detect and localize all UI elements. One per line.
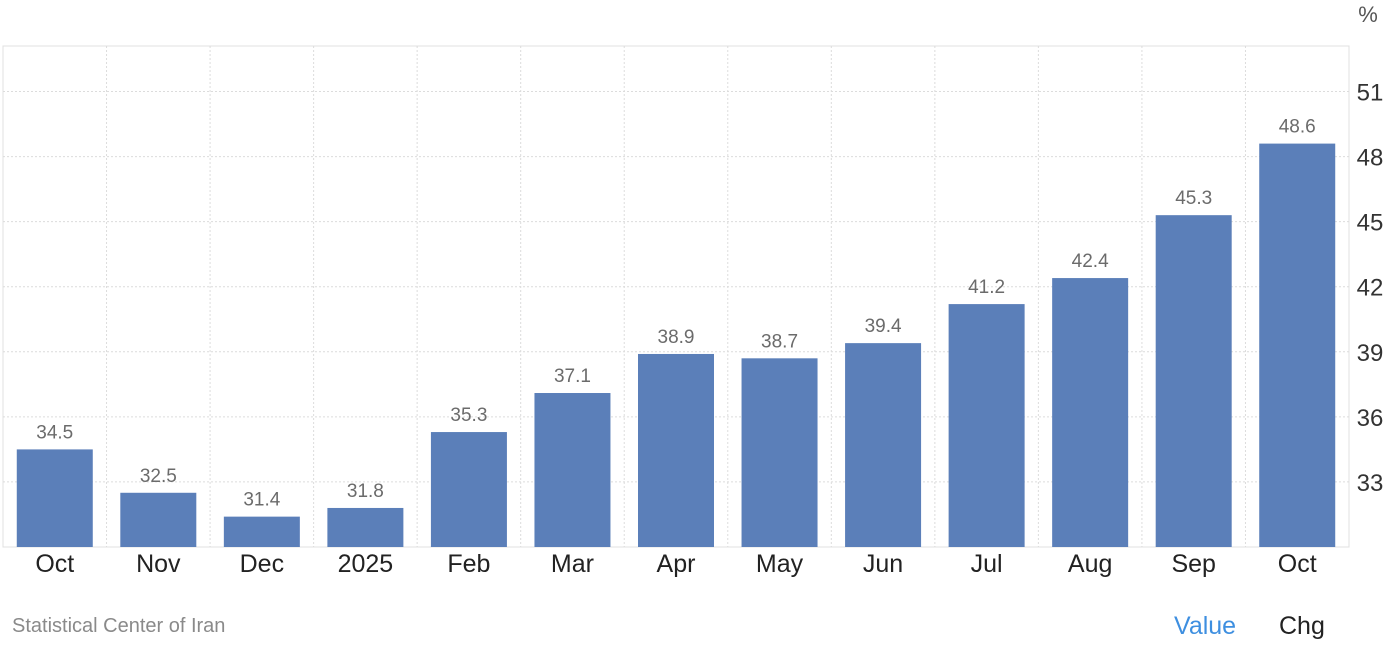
bar[interactable] bbox=[534, 393, 611, 547]
y-tick-label: 51 bbox=[1357, 80, 1384, 107]
y-tick-label: 45 bbox=[1357, 210, 1384, 237]
x-tick-label: Nov bbox=[136, 550, 181, 578]
bar-value-label: 34.5 bbox=[36, 422, 73, 443]
x-tick-label: Sep bbox=[1171, 550, 1215, 578]
bar-value-label: 37.1 bbox=[554, 366, 591, 387]
bar-value-label: 31.8 bbox=[347, 481, 384, 502]
y-axis-unit-label: % bbox=[1358, 2, 1378, 27]
x-tick-label: Oct bbox=[35, 550, 74, 578]
tab-value[interactable]: Value bbox=[1174, 612, 1237, 640]
bars bbox=[16, 143, 1336, 548]
x-tick-label: May bbox=[756, 550, 804, 578]
y-tick-label: 48 bbox=[1357, 145, 1384, 172]
x-tick-label: Oct bbox=[1278, 550, 1317, 578]
bar-value-label: 31.4 bbox=[243, 490, 280, 511]
bar[interactable] bbox=[430, 432, 507, 547]
y-tick-label: 39 bbox=[1357, 340, 1384, 367]
bar[interactable] bbox=[1155, 215, 1232, 548]
bar[interactable] bbox=[120, 492, 197, 547]
bar[interactable] bbox=[16, 449, 93, 547]
bar[interactable] bbox=[845, 343, 922, 547]
data-labels: 34.5 32.5 31.4 31.8 35.3 37.1 38.9 38.7 39.4 41.2… bbox=[36, 117, 1315, 511]
bar[interactable] bbox=[1259, 143, 1336, 547]
x-tick-label: Apr bbox=[657, 550, 696, 578]
bar-value-label: 38.7 bbox=[761, 331, 798, 352]
tab-chg[interactable]: Chg bbox=[1279, 612, 1325, 640]
y-tick-label: 42 bbox=[1357, 275, 1384, 302]
y-tick-label: 36 bbox=[1357, 405, 1384, 432]
bar-value-label: 48.6 bbox=[1279, 117, 1316, 138]
y-tick-label: 33 bbox=[1357, 470, 1384, 497]
x-tick-label: Jun bbox=[863, 550, 903, 578]
bar[interactable] bbox=[1052, 278, 1129, 547]
x-tick-label: Aug bbox=[1068, 550, 1112, 578]
x-tick-label: Mar bbox=[551, 550, 594, 578]
bar-value-label: 41.2 bbox=[968, 277, 1005, 298]
bar[interactable] bbox=[638, 353, 714, 547]
bar-value-label: 45.3 bbox=[1175, 188, 1212, 209]
bar-value-label: 32.5 bbox=[140, 466, 177, 487]
axis-ticks: 33 36 39 42 45 48 51 Oct Nov Dec 2025 Feb Mar Apr May J… bbox=[35, 80, 1383, 578]
bar[interactable] bbox=[948, 304, 1025, 547]
bar-value-label: 38.9 bbox=[658, 327, 695, 348]
x-tick-label: Dec bbox=[240, 550, 284, 578]
bar[interactable] bbox=[223, 516, 300, 547]
bar-value-label: 39.4 bbox=[865, 316, 902, 337]
bar-value-label: 42.4 bbox=[1072, 251, 1109, 272]
x-tick-label: Feb bbox=[447, 550, 490, 578]
source-label: Statistical Center of Iran bbox=[12, 615, 226, 637]
x-tick-label: Jul bbox=[971, 550, 1003, 578]
bar-value-label: 35.3 bbox=[450, 405, 487, 426]
x-tick-label: 2025 bbox=[338, 550, 394, 578]
bar[interactable] bbox=[741, 358, 818, 547]
bar[interactable] bbox=[327, 507, 404, 547]
